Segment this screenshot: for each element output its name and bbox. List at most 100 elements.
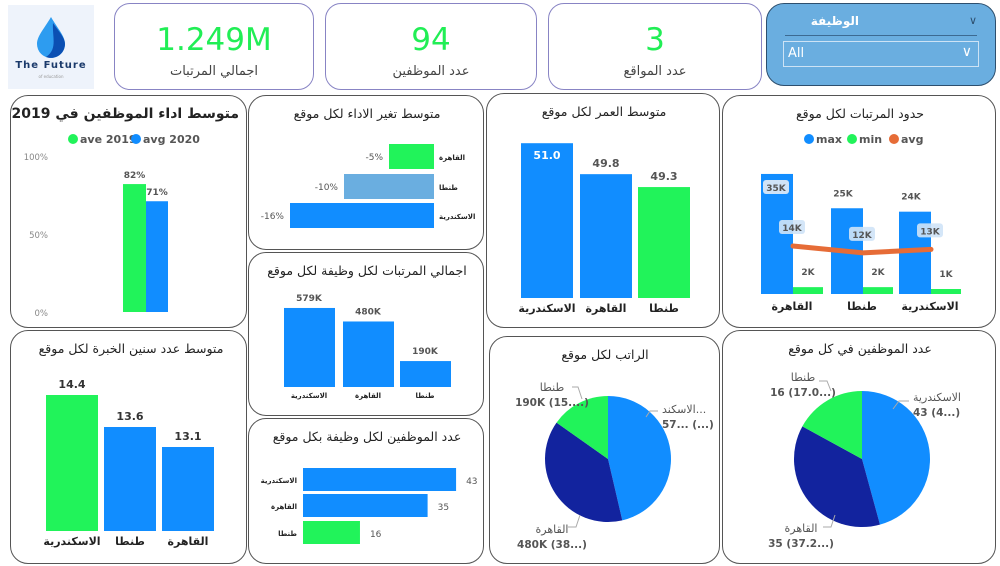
legend-marker [68,134,78,144]
legend-label: avg 2020 [143,133,200,146]
data-label: 14K [782,224,803,234]
bar[interactable] [290,203,434,228]
chevron-down-icon: ∨ [961,44,972,60]
data-label: -10% [315,183,339,193]
chart-title: متوسط اداء الموظفين في 2019 و2020 [11,106,239,122]
chart-canvas: اجمالي المرتبات لكل وظيفة لكل موقع 579K ال… [267,263,466,400]
chart-salary-limits: حدود المرتبات لكل موقع max min avg 35K القاهر… [722,95,996,328]
bar[interactable] [931,289,961,294]
legend-marker [889,134,899,144]
label-box [849,226,875,241]
label-box [763,179,789,194]
data-label: 1K [939,270,953,280]
label-box [917,223,943,238]
slice-category-label: طنطا [540,381,565,394]
y-tick-label: 100% [24,153,48,163]
pie-slice[interactable] [862,391,931,525]
bar[interactable] [303,468,457,491]
pie-slice[interactable] [556,396,608,459]
slice-value-label: 190K (15....) [515,397,589,409]
bar[interactable] [343,321,394,387]
slice-value-label: 16 (17.0...) [770,387,836,399]
chart-canvas: الراتب لكل موقع الاسكند... 57... (...) القا… [515,347,714,551]
pie-slice[interactable] [608,396,672,521]
bar[interactable] [123,184,146,312]
legend-marker [847,134,857,144]
chart-experience-years: متوسط عدد سنين الخبرة لكل موقع 14.4 الاسكن… [10,330,247,564]
chevron-down-icon[interactable]: ∨ [968,14,977,27]
bar[interactable] [162,447,214,531]
kpi-label: اجمالي المرتبات [169,64,259,79]
kpi-value: 94 [411,22,451,58]
data-label: 82% [124,171,146,181]
category-label: الاسكندرية [518,302,575,315]
chart-title: الراتب لكل موقع [561,347,648,363]
kpi-employee-count: 94 عدد الموظفين [325,3,537,90]
legend-label: avg [901,133,923,146]
category-label: الاسكندرية [291,392,327,400]
category-label: طنطا [439,184,458,192]
bar[interactable] [580,174,632,298]
category-label: الاسكندرية [901,300,958,313]
pie-slice[interactable] [802,391,862,459]
data-label: 13.6 [116,410,143,423]
chart-title: اجمالي المرتبات لكل وظيفة لكل موقع [267,263,466,279]
leader-line [568,514,581,528]
bar[interactable] [146,201,168,312]
chart-salary-pie: الراتب لكل موقع الاسكند... 57... (...) القا… [489,336,720,564]
data-label: 2K [871,268,885,278]
chart-employees-pie: عدد الموظفين في كل موقع الاسكندرية 43 (4..… [722,330,996,564]
bar[interactable] [638,187,690,298]
bar[interactable] [303,494,428,517]
chart-canvas: عدد الموظفين في كل موقع الاسكندرية 43 (4..… [768,341,961,550]
legend-marker [804,134,814,144]
bar[interactable] [389,144,434,169]
data-label: 12K [852,231,873,241]
kpi-total-salaries: 1.249M اجمالي المرتبات [114,3,314,90]
chart-canvas: متوسط تغير الاداء لكل موقع -5% القاهرة -10%… [261,106,475,228]
category-label: طنطا [649,302,679,315]
data-label: 35 [438,503,449,513]
category-label: طنطا [847,300,877,313]
pie-slice[interactable] [794,426,880,527]
chart-performance-2019-2020: متوسط اداء الموظفين في 2019 و2020 ave 201… [10,95,247,328]
data-label: 71% [146,188,168,198]
slice-category-label: القاهرة [785,522,818,535]
kpi-value: 3 [645,22,665,58]
data-label: 43 [466,477,477,487]
chart-title: حدود المرتبات لكل موقع [796,106,924,122]
category-label: الاسكندرية [43,535,100,548]
slicer-dropdown[interactable]: All ∨ [783,41,979,67]
legend-label: ave 2019 [80,133,137,146]
bar[interactable] [344,174,434,199]
y-tick-label: 50% [29,231,48,241]
chart-title: عدد الموظفين في كل موقع [788,341,932,357]
data-label: 579K [296,294,323,304]
data-label: 49.8 [592,157,619,170]
logo-tagline: of education [38,74,64,79]
category-label: طنطا [416,392,435,400]
category-label: القاهرة [355,392,381,400]
chart-canvas: متوسط اداء الموظفين في 2019 و2020 ave 201… [11,106,239,319]
chart-title: عدد الموظفين لكل وظيفة بكل موقع [273,429,462,445]
data-label: -16% [261,212,285,222]
bar[interactable] [793,287,823,294]
category-label: الاسكندرية [261,477,297,485]
divider [785,35,977,36]
legend-label: max [816,133,842,146]
bar[interactable] [303,521,360,544]
bar[interactable] [46,395,98,531]
chart-title: متوسط عدد سنين الخبرة لكل موقع [39,341,224,357]
leader-line [823,514,836,528]
kpi-label: عدد الموظفين [392,64,470,79]
bar[interactable] [284,307,335,387]
data-label: 35K [766,184,787,194]
bar[interactable] [521,143,573,298]
bar[interactable] [400,361,451,387]
bar[interactable] [104,427,156,531]
slice-value-label: 43 (4...) [913,407,960,419]
job-slicer: الوظيفة ∨ All ∨ [766,3,996,86]
leader-line [572,386,583,400]
pie-slice[interactable] [545,422,623,522]
bar[interactable] [863,287,893,294]
